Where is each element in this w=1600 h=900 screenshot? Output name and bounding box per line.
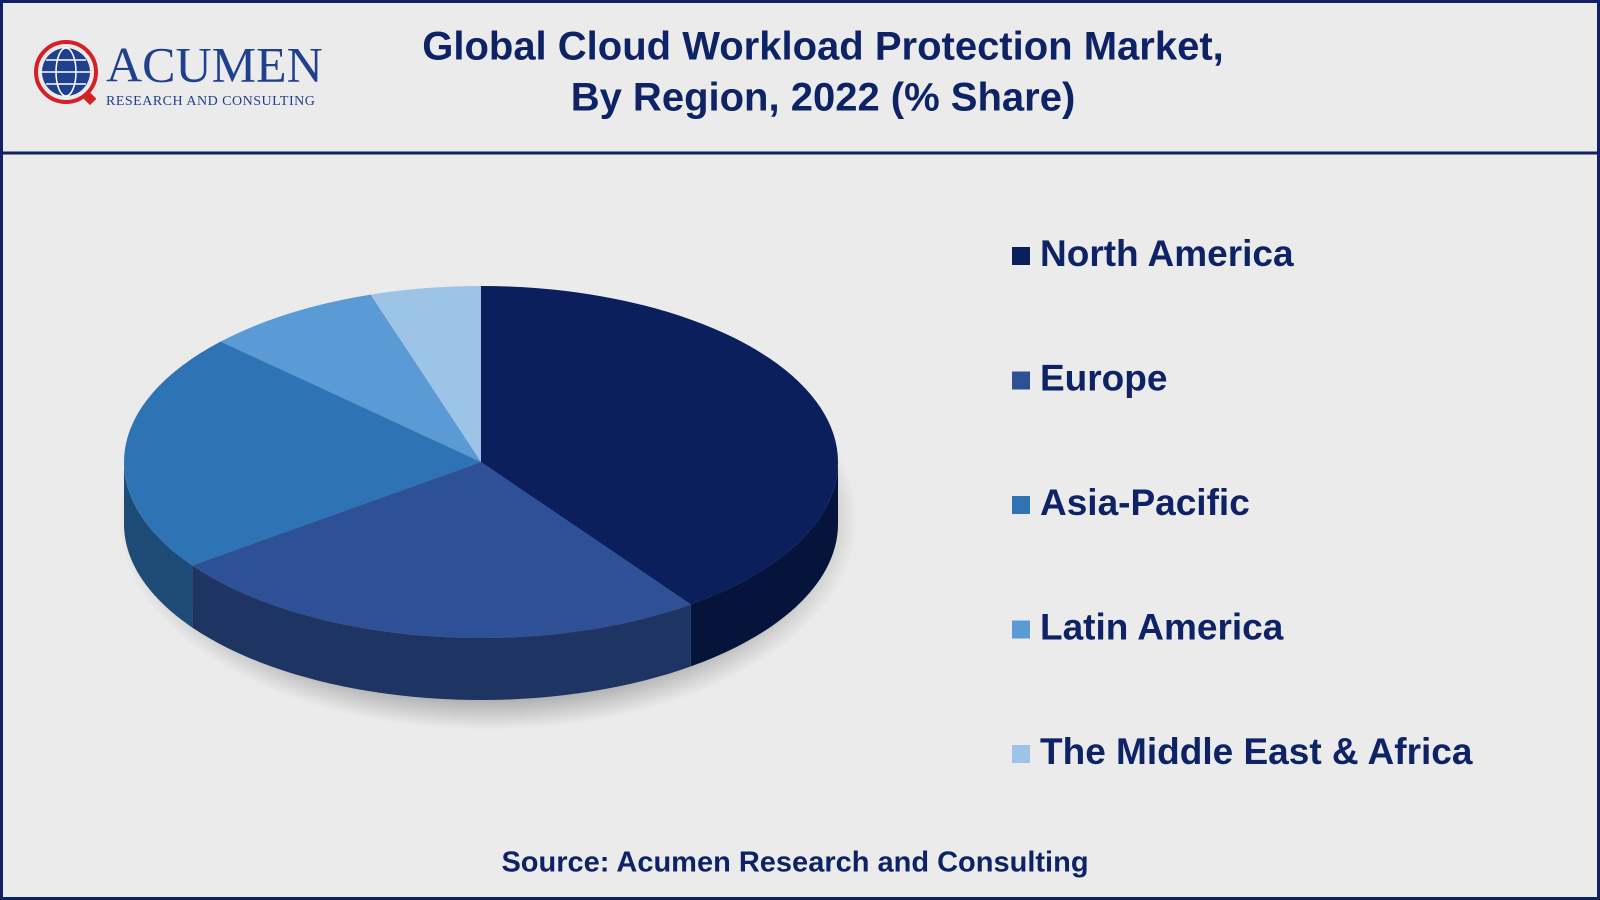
pie bbox=[124, 286, 838, 700]
chart-subtitle: By Region, 2022 (% Share) bbox=[571, 76, 1076, 120]
legend-swatch bbox=[1012, 371, 1030, 390]
legend-label: The Middle East & Africa bbox=[1040, 731, 1473, 772]
pie-slice bbox=[370, 286, 481, 462]
logo-tagline: RESEARCH AND CONSULTING bbox=[106, 94, 315, 109]
legend: North America Europe Asia-Pacific Latin Ame… bbox=[1012, 233, 1473, 772]
chart-title: Global Cloud Workload Protection Market, bbox=[422, 25, 1224, 69]
pie-slice bbox=[124, 341, 481, 566]
logo-name: ACUMEN bbox=[106, 36, 323, 92]
logo: ACUMEN RESEARCH AND CONSULTING bbox=[34, 36, 323, 109]
legend-label: North America bbox=[1040, 233, 1294, 274]
pie-slice bbox=[481, 286, 838, 605]
slice-side bbox=[192, 565, 691, 700]
slice-side bbox=[124, 462, 193, 628]
pie-slice bbox=[220, 294, 482, 462]
slice-side bbox=[690, 462, 838, 667]
source-note: Source: Acumen Research and Consulting bbox=[501, 847, 1088, 879]
legend-label: Asia-Pacific bbox=[1040, 482, 1250, 523]
legend-swatch bbox=[1012, 745, 1030, 763]
legend-swatch bbox=[1012, 247, 1030, 265]
pie-slice bbox=[192, 462, 691, 638]
legend-swatch bbox=[1012, 620, 1030, 639]
legend-label: Latin America bbox=[1040, 606, 1284, 647]
legend-swatch bbox=[1012, 496, 1030, 514]
legend-label: Europe bbox=[1040, 357, 1167, 398]
logo-ring bbox=[34, 40, 98, 104]
